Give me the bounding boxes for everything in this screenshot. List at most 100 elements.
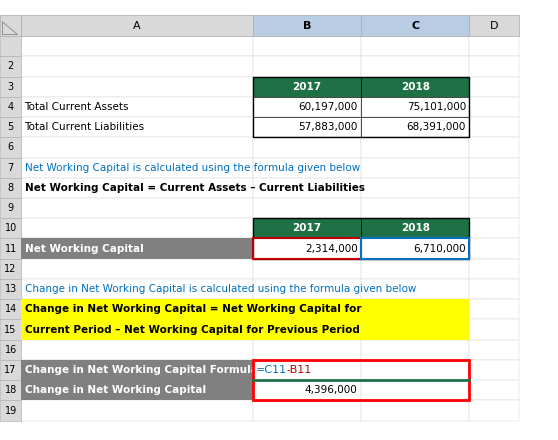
Bar: [361, 77, 469, 97]
Bar: [361, 360, 469, 380]
Bar: [21, 380, 253, 400]
Text: 5: 5: [7, 122, 14, 132]
Bar: [469, 238, 519, 259]
Text: 4,396,000: 4,396,000: [305, 385, 358, 395]
Bar: [469, 380, 519, 400]
Bar: [253, 77, 361, 97]
Bar: [0, 360, 21, 380]
Bar: [253, 400, 361, 421]
Bar: [253, 380, 361, 400]
Text: D: D: [490, 21, 499, 31]
Text: Total Current Assets: Total Current Assets: [25, 102, 129, 112]
Bar: [0, 137, 21, 158]
Bar: [0, 178, 21, 198]
Bar: [253, 198, 361, 218]
Bar: [253, 77, 469, 137]
Text: Current Period – Net Working Capital for Previous Period: Current Period – Net Working Capital for…: [25, 325, 359, 334]
Bar: [469, 400, 519, 421]
Bar: [21, 56, 253, 77]
Bar: [469, 218, 519, 238]
Text: =C11: =C11: [256, 365, 287, 375]
Text: 60,197,000: 60,197,000: [299, 102, 358, 112]
Bar: [21, 299, 253, 319]
Bar: [469, 299, 519, 319]
Bar: [253, 218, 361, 238]
Bar: [21, 279, 253, 299]
Text: 17: 17: [4, 365, 17, 375]
Bar: [253, 77, 361, 97]
Bar: [361, 137, 469, 158]
Bar: [253, 299, 361, 319]
Text: B: B: [302, 21, 311, 31]
Bar: [0, 279, 21, 299]
Bar: [0, 15, 21, 36]
Bar: [21, 360, 253, 380]
Bar: [469, 259, 519, 279]
Text: Change in Net Working Capital Formula: Change in Net Working Capital Formula: [25, 365, 257, 375]
Bar: [361, 77, 469, 97]
Bar: [253, 56, 361, 77]
Text: 16: 16: [4, 345, 17, 355]
Text: 15: 15: [4, 325, 17, 334]
Text: 6,710,000: 6,710,000: [413, 244, 466, 253]
Bar: [253, 319, 361, 340]
Text: -B11: -B11: [287, 365, 312, 375]
Bar: [469, 198, 519, 218]
Bar: [469, 279, 519, 299]
Bar: [0, 238, 21, 259]
Bar: [0, 97, 21, 117]
Text: Net Working Capital: Net Working Capital: [25, 244, 143, 253]
Text: 2: 2: [7, 62, 14, 71]
Text: 2017: 2017: [292, 224, 321, 233]
Bar: [21, 340, 253, 360]
Text: 3: 3: [8, 82, 13, 92]
Text: Net Working Capital = Current Assets – Current Liabilities: Net Working Capital = Current Assets – C…: [25, 183, 364, 193]
Bar: [21, 137, 253, 158]
Bar: [469, 36, 519, 56]
Bar: [361, 380, 469, 400]
Text: 2018: 2018: [401, 224, 430, 233]
Bar: [469, 117, 519, 137]
Bar: [469, 97, 519, 117]
Bar: [21, 380, 253, 400]
Bar: [469, 77, 519, 97]
Bar: [0, 77, 21, 97]
Bar: [253, 360, 361, 380]
Bar: [253, 218, 469, 259]
Bar: [469, 319, 519, 340]
Text: 10: 10: [4, 224, 17, 233]
Bar: [361, 218, 469, 238]
Bar: [469, 158, 519, 178]
Bar: [0, 259, 21, 279]
Bar: [0, 319, 21, 340]
Text: 11: 11: [4, 244, 17, 253]
Bar: [253, 97, 361, 117]
Bar: [469, 137, 519, 158]
Bar: [469, 15, 519, 36]
Bar: [21, 77, 253, 97]
Bar: [21, 238, 253, 259]
Bar: [361, 15, 469, 36]
Text: A: A: [133, 21, 141, 31]
Bar: [253, 259, 361, 279]
Text: Total Current Liabilities: Total Current Liabilities: [25, 122, 145, 132]
Text: 8: 8: [8, 183, 13, 193]
Text: 13: 13: [4, 284, 17, 294]
Text: Change in Net Working Capital = Net Working Capital for: Change in Net Working Capital = Net Work…: [25, 304, 361, 314]
Bar: [361, 279, 469, 299]
Bar: [21, 36, 253, 56]
Bar: [0, 299, 21, 319]
Bar: [0, 340, 21, 360]
Bar: [0, 36, 21, 56]
Bar: [21, 15, 253, 36]
Bar: [21, 238, 253, 259]
Bar: [469, 340, 519, 360]
Bar: [469, 56, 519, 77]
Bar: [253, 238, 361, 259]
Bar: [0, 117, 21, 137]
Bar: [0, 218, 21, 238]
Bar: [361, 299, 469, 319]
Bar: [0, 380, 21, 400]
Bar: [0, 158, 21, 178]
Bar: [361, 319, 469, 340]
